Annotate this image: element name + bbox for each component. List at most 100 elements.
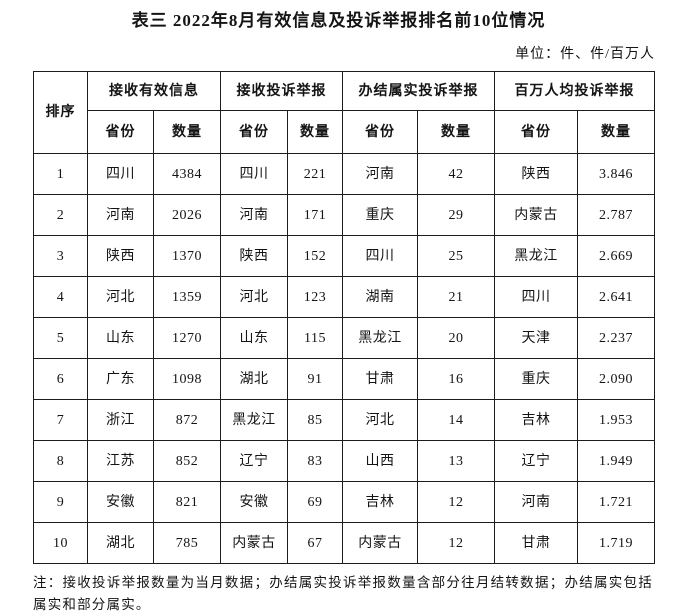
subheader-province: 省份 bbox=[220, 110, 288, 154]
province-cell: 陕西 bbox=[220, 235, 288, 277]
province-cell: 甘肃 bbox=[342, 358, 418, 400]
province-cell: 湖北 bbox=[220, 358, 288, 400]
quantity-cell: 16 bbox=[417, 358, 495, 400]
header-group-verified-complaints: 办结属实投诉举报 bbox=[342, 71, 495, 111]
province-cell: 河北 bbox=[342, 399, 418, 441]
province-cell: 吉林 bbox=[494, 399, 578, 441]
quantity-cell: 20 bbox=[417, 317, 495, 359]
header-group-received-complaints: 接收投诉举报 bbox=[220, 71, 343, 111]
province-cell: 辽宁 bbox=[220, 440, 288, 482]
quantity-cell: 171 bbox=[287, 194, 343, 236]
rank-cell: 10 bbox=[33, 522, 88, 564]
province-cell: 甘肃 bbox=[494, 522, 578, 564]
quantity-cell: 1370 bbox=[153, 235, 221, 277]
quantity-cell: 1.953 bbox=[577, 399, 655, 441]
province-cell: 山东 bbox=[87, 317, 154, 359]
quantity-cell: 85 bbox=[287, 399, 343, 441]
province-cell: 四川 bbox=[220, 153, 288, 195]
table-header: 排序 接收有效信息 接收投诉举报 办结属实投诉举报 百万人均投诉举报 省份 数量… bbox=[33, 71, 655, 154]
page-title: 表三 2022年8月有效信息及投诉举报排名前10位情况 bbox=[131, 11, 546, 30]
province-cell: 河北 bbox=[220, 276, 288, 318]
province-cell: 四川 bbox=[87, 153, 154, 195]
quantity-cell: 12 bbox=[417, 481, 495, 523]
province-cell: 江苏 bbox=[87, 440, 154, 482]
province-cell: 河南 bbox=[342, 153, 418, 195]
subheader-province: 省份 bbox=[342, 110, 418, 154]
quantity-cell: 67 bbox=[287, 522, 343, 564]
province-cell: 黑龙江 bbox=[494, 235, 578, 277]
quantity-cell: 123 bbox=[287, 276, 343, 318]
rank-cell: 3 bbox=[33, 235, 88, 277]
province-cell: 重庆 bbox=[494, 358, 578, 400]
province-cell: 湖南 bbox=[342, 276, 418, 318]
quantity-cell: 42 bbox=[417, 153, 495, 195]
quantity-cell: 2.787 bbox=[577, 194, 655, 236]
table-row: 5 山东 1270 山东 115 黑龙江 20 天津 2.237 bbox=[33, 317, 655, 359]
quantity-cell: 21 bbox=[417, 276, 495, 318]
unit-label: 单位：件、件/百万人 bbox=[515, 47, 655, 62]
quantity-cell: 1098 bbox=[153, 358, 221, 400]
quantity-cell: 1.721 bbox=[577, 481, 655, 523]
rank-cell: 6 bbox=[33, 358, 88, 400]
province-cell: 河南 bbox=[220, 194, 288, 236]
province-cell: 天津 bbox=[494, 317, 578, 359]
table-row: 8 江苏 852 辽宁 83 山西 13 辽宁 1.949 bbox=[33, 440, 655, 482]
province-cell: 浙江 bbox=[87, 399, 154, 441]
province-cell: 广东 bbox=[87, 358, 154, 400]
quantity-cell: 2.669 bbox=[577, 235, 655, 277]
table-row: 9 安徽 821 安徽 69 吉林 12 河南 1.721 bbox=[33, 481, 655, 523]
province-cell: 内蒙古 bbox=[342, 522, 418, 564]
quantity-cell: 2.237 bbox=[577, 317, 655, 359]
quantity-cell: 2.090 bbox=[577, 358, 655, 400]
quantity-cell: 1359 bbox=[153, 276, 221, 318]
rank-cell: 2 bbox=[33, 194, 88, 236]
quantity-cell: 29 bbox=[417, 194, 495, 236]
province-cell: 陕西 bbox=[494, 153, 578, 195]
rank-cell: 1 bbox=[33, 153, 88, 195]
quantity-cell: 1270 bbox=[153, 317, 221, 359]
province-cell: 山西 bbox=[342, 440, 418, 482]
rank-cell: 4 bbox=[33, 276, 88, 318]
province-cell: 河南 bbox=[87, 194, 154, 236]
province-cell: 安徽 bbox=[87, 481, 154, 523]
quantity-cell: 1.949 bbox=[577, 440, 655, 482]
subheader-province: 省份 bbox=[87, 110, 154, 154]
header-group-per-million: 百万人均投诉举报 bbox=[494, 71, 655, 111]
ranking-table: 排序 接收有效信息 接收投诉举报 办结属实投诉举报 百万人均投诉举报 省份 数量… bbox=[33, 71, 655, 564]
quantity-cell: 83 bbox=[287, 440, 343, 482]
subheader-quantity: 数量 bbox=[153, 110, 221, 154]
quantity-cell: 221 bbox=[287, 153, 343, 195]
quantity-cell: 115 bbox=[287, 317, 343, 359]
province-cell: 内蒙古 bbox=[220, 522, 288, 564]
province-cell: 河南 bbox=[494, 481, 578, 523]
province-cell: 四川 bbox=[342, 235, 418, 277]
rank-cell: 9 bbox=[33, 481, 88, 523]
subheader-province: 省份 bbox=[494, 110, 578, 154]
quantity-cell: 4384 bbox=[153, 153, 221, 195]
quantity-cell: 872 bbox=[153, 399, 221, 441]
province-cell: 黑龙江 bbox=[220, 399, 288, 441]
header-rank: 排序 bbox=[33, 71, 88, 154]
table-row: 6 广东 1098 湖北 91 甘肃 16 重庆 2.090 bbox=[33, 358, 655, 400]
header-sub-row: 省份 数量 省份 数量 省份 数量 省份 数量 bbox=[34, 110, 655, 154]
table-row: 3 陕西 1370 陕西 152 四川 25 黑龙江 2.669 bbox=[33, 235, 655, 277]
table-row: 2 河南 2026 河南 171 重庆 29 内蒙古 2.787 bbox=[33, 194, 655, 236]
province-cell: 河北 bbox=[87, 276, 154, 318]
table-row: 4 河北 1359 河北 123 湖南 21 四川 2.641 bbox=[33, 276, 655, 318]
quantity-cell: 2.641 bbox=[577, 276, 655, 318]
quantity-cell: 12 bbox=[417, 522, 495, 564]
rank-cell: 7 bbox=[33, 399, 88, 441]
rank-cell: 5 bbox=[33, 317, 88, 359]
subheader-quantity: 数量 bbox=[287, 110, 343, 154]
table-body: 1 四川 4384 四川 221 河南 42 陕西 3.846 2 河南 2026 河南 171 重庆 29 内… bbox=[33, 153, 655, 564]
province-cell: 陕西 bbox=[87, 235, 154, 277]
table-row: 10 湖北 785 内蒙古 67 内蒙古 12 甘肃 1.719 bbox=[33, 522, 655, 564]
table-row: 1 四川 4384 四川 221 河南 42 陕西 3.846 bbox=[33, 153, 655, 195]
quantity-cell: 25 bbox=[417, 235, 495, 277]
quantity-cell: 13 bbox=[417, 440, 495, 482]
province-cell: 四川 bbox=[494, 276, 578, 318]
table-row: 7 浙江 872 黑龙江 85 河北 14 吉林 1.953 bbox=[33, 399, 655, 441]
quantity-cell: 152 bbox=[287, 235, 343, 277]
quantity-cell: 785 bbox=[153, 522, 221, 564]
quantity-cell: 14 bbox=[417, 399, 495, 441]
